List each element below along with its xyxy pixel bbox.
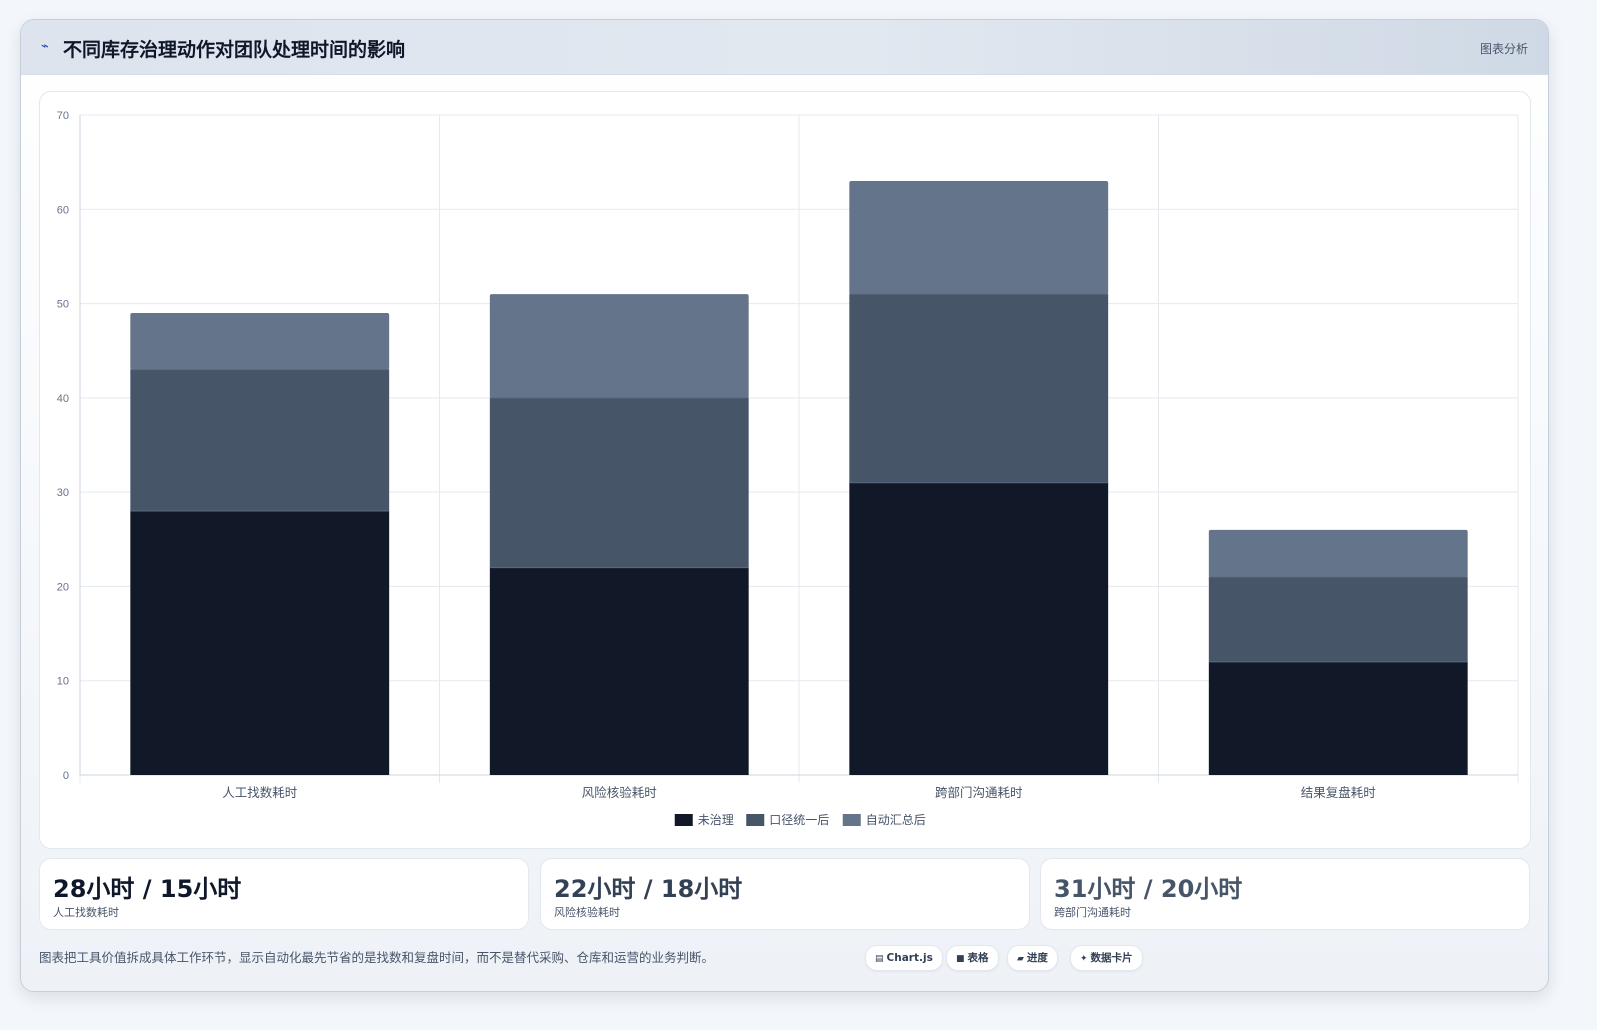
chart-panel: 0 10 20 30 40 50 60 70 人工找数耗时 风险核验耗时 跨部门沟通耗时 结果复盘耗时…: [39, 91, 1531, 849]
sparkle-icon: ✦: [1080, 954, 1088, 964]
stacked-bar-chart: 0 10 20 30 40 50 60 70 人工找数耗时 风险核验耗时 跨部门沟通耗时 结果复盘耗时…: [57, 110, 1519, 827]
bar-segment: [489, 567, 749, 775]
stat-value: 22小时 / 18小时: [554, 875, 743, 903]
stat-card-2: 22小时 / 18小时 风险核验耗时: [540, 858, 1030, 930]
bar-segment: [130, 369, 390, 511]
table-icon: ■: [956, 954, 965, 964]
stat-label: 跨部门沟通耗时: [1054, 906, 1131, 919]
bar-segment: [849, 294, 1109, 483]
stat-value: 31小时 / 20小时: [1054, 875, 1243, 903]
chip-label: 进度: [1026, 952, 1048, 964]
bar-segment: [489, 397, 749, 568]
bar-segment: [849, 181, 1109, 295]
chip-label: 表格: [967, 952, 989, 964]
bar-segment: [1208, 661, 1468, 775]
bar-segment: [1208, 577, 1468, 662]
y-tick-label: 60: [57, 204, 69, 216]
stat-card-3: 31小时 / 20小时 跨部门沟通耗时: [1040, 858, 1530, 930]
stat-label: 风险核验耗时: [554, 906, 620, 919]
y-tick-label: 40: [57, 393, 69, 405]
stat-label: 人工找数耗时: [53, 906, 119, 919]
legend-swatch: [746, 814, 765, 826]
chip-label: 数据卡片: [1090, 952, 1133, 964]
chip-progress[interactable]: ▰ 进度: [1007, 945, 1058, 971]
x-tick-label: 跨部门沟通耗时: [935, 785, 1023, 800]
bar-segment: [1208, 529, 1468, 577]
y-tick-label: 10: [57, 676, 69, 688]
chart-note: 图表把工具价值拆成具体工作环节，显示自动化最先节省的是找数和复盘时间，而不是替代…: [39, 950, 715, 965]
chart-line-icon: ⌁: [41, 39, 49, 54]
header-tag: 图表分析: [1479, 42, 1528, 56]
y-tick-label: 70: [57, 110, 69, 122]
bar-segment: [130, 313, 390, 370]
legend-label: 口径统一后: [769, 813, 829, 827]
x-tick-label: 风险核验耗时: [582, 785, 658, 800]
legend-swatch: [674, 814, 693, 826]
chip-label: Chart.js: [886, 952, 933, 964]
y-tick-label: 50: [57, 299, 69, 311]
chip-table[interactable]: ■ 表格: [946, 945, 999, 971]
legend-label: 自动汇总后: [866, 813, 926, 827]
progress-icon: ▰: [1017, 954, 1024, 964]
y-tick-label: 0: [63, 770, 69, 782]
card-header: ⌁ 不同库存治理动作对团队处理时间的影响 图表分析: [21, 20, 1548, 75]
stat-card-1: 28小时 / 15小时 人工找数耗时: [39, 858, 529, 930]
x-tick-label: 人工找数耗时: [222, 785, 298, 800]
chart-card: ⌁ 不同库存治理动作对团队处理时间的影响 图表分析 0 10 20 30 40 50 60 7…: [20, 19, 1549, 992]
stat-value: 28小时 / 15小时: [53, 875, 242, 903]
bar-segment: [849, 482, 1109, 775]
chip-chartjs[interactable]: ▤ Chart.js: [865, 945, 943, 971]
legend-swatch: [842, 814, 861, 826]
x-tick-label: 结果复盘耗时: [1301, 785, 1377, 800]
chart-icon: ▤: [875, 954, 884, 964]
bar-segment: [489, 294, 749, 398]
y-tick-label: 20: [57, 581, 69, 593]
chip-data-card[interactable]: ✦ 数据卡片: [1070, 945, 1143, 971]
chart-title: 不同库存治理动作对团队处理时间的影响: [63, 39, 406, 61]
y-tick-label: 30: [57, 487, 69, 499]
bar-segment: [130, 511, 390, 775]
legend-label: 未治理: [698, 813, 734, 827]
